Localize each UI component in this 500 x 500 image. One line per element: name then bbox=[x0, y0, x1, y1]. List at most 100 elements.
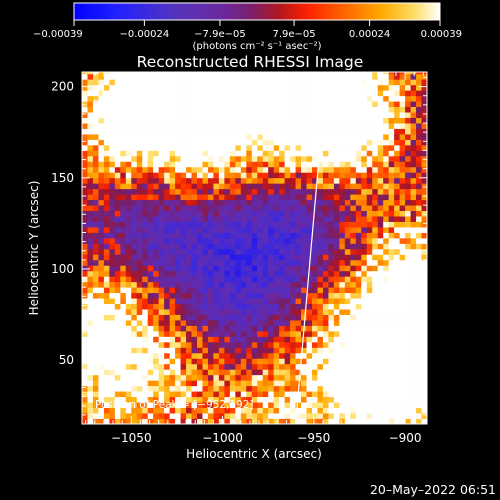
heatmap-cell bbox=[383, 391, 390, 398]
heatmap-cell bbox=[366, 407, 373, 414]
heatmap-cell bbox=[92, 90, 99, 97]
heatmap-cell bbox=[328, 90, 335, 97]
heatmap-cell bbox=[136, 407, 143, 414]
heatmap-cell bbox=[153, 172, 160, 179]
heatmap-cell bbox=[328, 314, 335, 321]
heatmap-cell bbox=[377, 298, 384, 305]
heatmap-cell bbox=[306, 194, 313, 201]
heatmap-cell bbox=[180, 166, 187, 173]
heatmap-cell bbox=[306, 237, 313, 244]
heatmap-cell bbox=[103, 292, 110, 299]
heatmap-cell bbox=[322, 161, 329, 168]
heatmap-cell bbox=[257, 396, 264, 403]
heatmap-cell bbox=[114, 205, 121, 212]
heatmap-cell bbox=[295, 259, 302, 266]
heatmap-cell bbox=[229, 320, 236, 326]
heatmap-cell bbox=[333, 418, 340, 424]
heatmap-cell bbox=[405, 314, 411, 321]
heatmap-cell bbox=[169, 232, 176, 239]
heatmap-cell bbox=[87, 330, 94, 337]
heatmap-cell bbox=[164, 134, 171, 140]
heatmap-cell bbox=[405, 205, 411, 212]
heatmap-cell bbox=[175, 259, 181, 266]
heatmap-cell bbox=[421, 336, 427, 343]
heatmap-cell bbox=[361, 276, 368, 283]
heatmap-cell bbox=[240, 341, 247, 348]
heatmap-cell bbox=[114, 347, 121, 354]
heatmap-cell bbox=[273, 166, 280, 173]
heatmap-cell bbox=[224, 292, 231, 299]
heatmap-cell bbox=[355, 320, 362, 326]
heatmap-cell bbox=[366, 248, 373, 255]
heatmap-cell bbox=[355, 314, 362, 321]
heatmap-cell bbox=[153, 309, 160, 315]
heatmap-cell bbox=[153, 123, 160, 129]
heatmap-cell bbox=[372, 276, 379, 283]
heatmap-cell bbox=[355, 418, 362, 424]
heatmap-cell bbox=[284, 216, 291, 222]
heatmap-cell bbox=[186, 155, 192, 162]
heatmap-cell bbox=[246, 221, 253, 228]
heatmap-cell bbox=[229, 177, 236, 184]
heatmap-cell bbox=[350, 183, 357, 190]
heatmap-cell bbox=[333, 128, 340, 135]
heatmap-cell bbox=[366, 166, 373, 173]
heatmap-cell bbox=[109, 374, 116, 381]
heatmap-cell bbox=[317, 166, 324, 173]
heatmap-cell bbox=[147, 254, 154, 261]
heatmap-cell bbox=[350, 188, 357, 195]
heatmap-cell bbox=[361, 374, 368, 381]
heatmap-cell bbox=[405, 177, 411, 184]
heatmap-cell bbox=[246, 341, 253, 348]
heatmap-cell bbox=[421, 402, 427, 408]
annotation-energy: Energy Range: 25.0 – 50.0 keV bbox=[93, 111, 255, 123]
heatmap-cell bbox=[290, 112, 296, 118]
heatmap-cell bbox=[153, 314, 160, 321]
heatmap-cell bbox=[350, 259, 357, 266]
heatmap-cell bbox=[344, 336, 351, 343]
heatmap-cell bbox=[87, 270, 94, 277]
heatmap-cell bbox=[322, 314, 329, 321]
heatmap-cell bbox=[82, 265, 88, 272]
heatmap-cell bbox=[142, 139, 149, 146]
heatmap-cell bbox=[202, 134, 209, 140]
heatmap-cell bbox=[213, 72, 220, 75]
heatmap-cell bbox=[158, 287, 165, 294]
colorbar-tick-label: −0.00024 bbox=[120, 29, 170, 40]
heatmap-cell bbox=[262, 177, 269, 184]
heatmap-cell bbox=[405, 95, 411, 102]
heatmap-cell bbox=[350, 90, 357, 97]
heatmap-cell bbox=[218, 265, 225, 272]
heatmap-cell bbox=[125, 380, 132, 387]
heatmap-cell bbox=[312, 134, 318, 140]
heatmap-cell bbox=[175, 106, 181, 113]
heatmap-cell bbox=[284, 161, 291, 168]
heatmap-cell bbox=[388, 281, 395, 288]
heatmap-cell bbox=[87, 194, 94, 201]
heatmap-cell bbox=[301, 385, 307, 392]
heatmap-cell bbox=[328, 139, 335, 146]
heatmap-cell bbox=[224, 270, 231, 277]
heatmap-cell bbox=[312, 248, 318, 255]
heatmap-cell bbox=[125, 90, 132, 97]
heatmap-cell bbox=[284, 237, 291, 244]
heatmap-cell bbox=[388, 117, 395, 124]
heatmap-cell bbox=[142, 265, 149, 272]
heatmap-cell bbox=[164, 385, 171, 392]
heatmap-cell bbox=[164, 298, 171, 305]
heatmap-cell bbox=[98, 363, 105, 370]
heatmap-cell bbox=[284, 183, 291, 190]
heatmap-cell bbox=[131, 281, 138, 288]
heatmap-cell bbox=[92, 352, 99, 359]
heatmap-cell bbox=[306, 95, 313, 102]
heatmap-cell bbox=[416, 227, 422, 233]
heatmap-cell bbox=[164, 396, 171, 403]
heatmap-cell bbox=[295, 396, 302, 403]
heatmap-cell bbox=[213, 413, 220, 419]
heatmap-cell bbox=[120, 407, 127, 414]
heatmap-cell bbox=[317, 391, 324, 398]
heatmap-cell bbox=[295, 106, 302, 113]
heatmap-cell bbox=[136, 298, 143, 305]
heatmap-cell bbox=[87, 72, 94, 75]
heatmap-cell bbox=[312, 330, 318, 337]
